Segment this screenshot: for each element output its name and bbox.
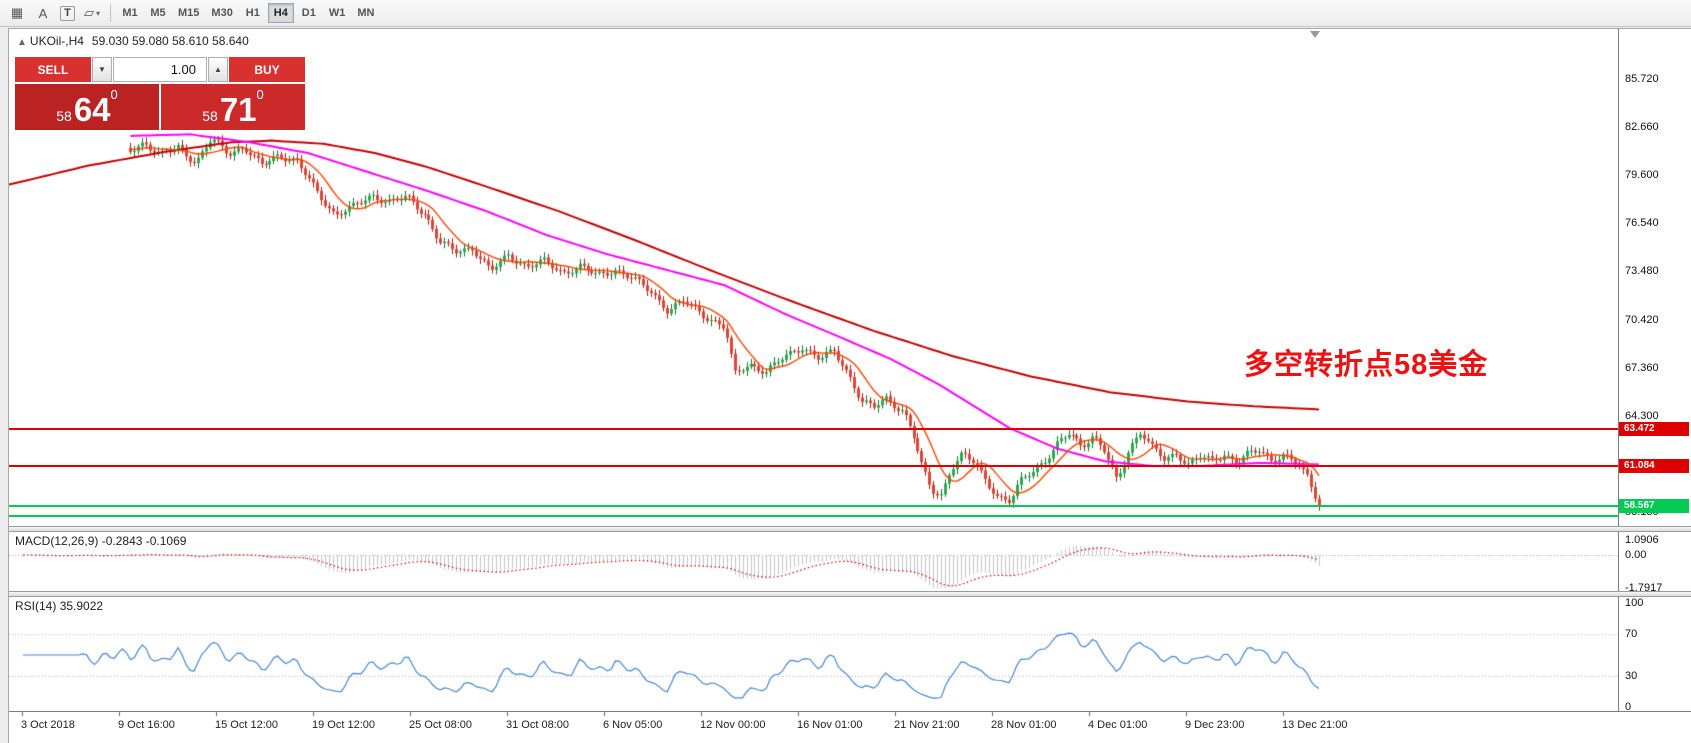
text-label-icon: A	[38, 5, 48, 21]
buy-price-prefix: 58	[202, 108, 218, 124]
time-axis-line	[9, 711, 1691, 712]
price-axis-tick: 79.600	[1625, 169, 1659, 182]
price-axis-tick: 70.420	[1625, 313, 1659, 326]
price-axis-tick: 85.720	[1625, 73, 1659, 85]
macd-label: MACD(12,26,9) -0.2843 -0.1069	[15, 534, 186, 548]
macd-axis-tick: -1.7917	[1625, 582, 1663, 594]
horizontal-line-63.472[interactable]	[9, 427, 1618, 430]
time-axis-label: 4 Dec 01:00	[1088, 719, 1148, 731]
grid-tool-icon: ▦	[10, 5, 24, 20]
rsi-label: RSI(14) 35.9022	[15, 599, 103, 613]
ohlc-values: 59.030 59.080 58.610 58.640	[91, 34, 249, 48]
rsi-axis-tick: 100	[1625, 597, 1644, 609]
time-axis-label: 31 Oct 08:00	[506, 719, 569, 731]
text-label-button[interactable]: A	[31, 3, 55, 24]
pane-separator-macd[interactable]	[9, 526, 1691, 532]
price-axis-tick: 73.480	[1625, 265, 1659, 278]
macd-name: MACD(12,26,9)	[15, 534, 99, 548]
timeframe-H1[interactable]: H1	[240, 3, 266, 23]
rsi-axis-tick: 30	[1625, 669, 1638, 682]
chevron-down-icon: ▾	[96, 8, 101, 18]
rsi-name: RSI(14)	[15, 599, 57, 613]
buy-price[interactable]: 58 71 0	[161, 84, 305, 130]
price-axis-tick: 67.360	[1625, 361, 1659, 374]
price-tag-58.567: 58.567	[1619, 498, 1689, 513]
timeframe-H4[interactable]: H4	[267, 3, 294, 23]
timeframe-D1[interactable]: D1	[296, 3, 322, 23]
text-box-button[interactable]: T	[60, 5, 75, 21]
timeframe-M15[interactable]: M15	[173, 3, 204, 23]
price-axis-tick: 64.300	[1625, 409, 1659, 422]
buy-button[interactable]: BUY	[229, 57, 305, 82]
time-axis-label: 25 Oct 08:00	[409, 719, 472, 731]
time-axis-label: 3 Oct 2018	[21, 719, 75, 731]
price-axis-line	[1618, 29, 1619, 711]
timeframe-M30[interactable]: M30	[206, 3, 237, 23]
time-axis-label: 15 Oct 12:00	[215, 719, 278, 731]
price-axis-tick: 82.660	[1625, 121, 1659, 134]
sell-price[interactable]: 58 64 0	[15, 84, 159, 130]
one-click-trading-panel: SELL ▼ 1.00 ▲ BUY 58 64 0 58 71 0	[15, 57, 305, 130]
price-tag-61.084: 61.084	[1619, 459, 1689, 474]
volume-input[interactable]: 1.00	[113, 57, 207, 82]
timeframe-M5[interactable]: M5	[145, 3, 171, 23]
pane-separator-rsi[interactable]	[9, 591, 1691, 597]
rsi-axis-tick: 0	[1625, 701, 1632, 713]
chart-window: ▲ UKOil-,H4 59.030 59.080 58.610 58.640 SE…	[8, 28, 1691, 743]
chart-header: ▲ UKOil-,H4 59.030 59.080 58.610 58.640	[17, 34, 249, 48]
rsi-axis-tick: 70	[1625, 628, 1638, 641]
sell-price-main: 64	[73, 91, 111, 128]
volume-decrement-button[interactable]: ▼	[92, 57, 112, 82]
timeframe-W1[interactable]: W1	[324, 3, 351, 23]
price-axis-tick: 76.540	[1625, 217, 1659, 230]
price-tag-63.472: 63.472	[1619, 421, 1689, 436]
horizontal-line-58.567[interactable]	[9, 504, 1618, 507]
horizontal-line-57.9[interactable]	[9, 515, 1618, 518]
toolbar-separator	[110, 4, 112, 22]
macd-values: -0.2843 -0.1069	[101, 534, 187, 548]
shapes-icon: ▱	[84, 5, 94, 20]
sell-price-prefix: 58	[56, 108, 72, 124]
buy-price-pips: 0	[256, 87, 264, 102]
time-axis-label: 12 Nov 00:00	[700, 719, 766, 731]
tick-up-icon: ▲	[17, 37, 27, 48]
sell-button[interactable]: SELL	[15, 57, 91, 82]
shapes-button[interactable]: ▱ ▾	[80, 3, 104, 24]
time-axis-label: 16 Nov 01:00	[797, 719, 863, 731]
sell-price-pips: 0	[110, 87, 118, 102]
time-axis-label: 13 Dec 21:00	[1282, 719, 1348, 731]
volume-increment-button[interactable]: ▲	[208, 57, 228, 82]
symbol-label: UKOil-,H4	[29, 34, 84, 48]
time-axis-label: 9 Oct 16:00	[118, 719, 175, 731]
text-box-icon: T	[64, 7, 71, 19]
time-axis-label: 19 Oct 12:00	[312, 719, 375, 731]
grid-tool-button[interactable]: ▦	[5, 3, 29, 24]
macd-axis-tick: 1.0906	[1625, 534, 1659, 546]
toolbar-tools: ▦ A T ▱ ▾	[4, 0, 105, 26]
time-axis-label: 28 Nov 01:00	[991, 719, 1057, 731]
chart-shift-marker[interactable]	[1310, 31, 1320, 38]
toolbar: ▦ A T ▱ ▾ M1 M5 M15 M30 H1 H4 D1 W1 MN	[0, 0, 1691, 27]
timeframe-M1[interactable]: M1	[117, 3, 143, 23]
time-axis-label: 6 Nov 05:00	[603, 719, 663, 731]
chart-canvas[interactable]	[9, 29, 1691, 743]
horizontal-line-61.084[interactable]	[9, 465, 1618, 468]
chart-annotation-text[interactable]: 多空转折点58美金	[1244, 349, 1489, 381]
macd-axis-tick: 0.00	[1625, 549, 1647, 562]
time-axis-label: 21 Nov 21:00	[894, 719, 960, 731]
time-axis-label: 9 Dec 23:00	[1185, 719, 1245, 731]
buy-price-main: 71	[219, 91, 257, 128]
rsi-value: 35.9022	[59, 599, 104, 613]
timeframe-MN[interactable]: MN	[352, 3, 379, 23]
timeframe-group: M1 M5 M15 M30 H1 H4 D1 W1 MN	[116, 0, 380, 26]
